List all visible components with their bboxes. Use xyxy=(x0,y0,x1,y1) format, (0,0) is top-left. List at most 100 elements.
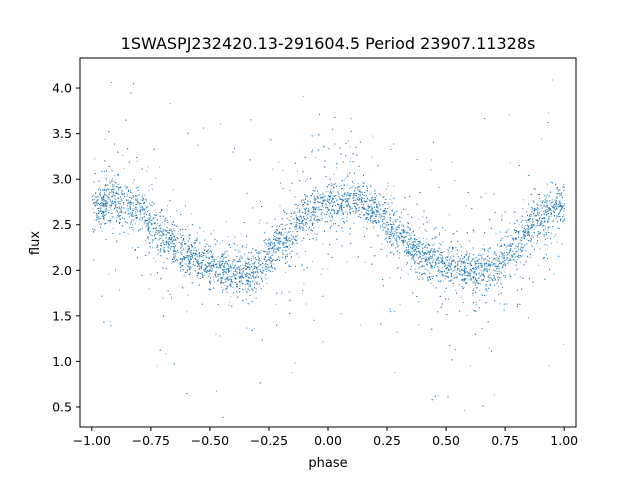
data-point xyxy=(117,184,119,185)
data-point xyxy=(274,238,276,240)
data-point xyxy=(509,234,511,236)
data-point xyxy=(482,254,484,256)
data-point xyxy=(422,216,424,218)
data-point xyxy=(479,253,481,255)
data-point xyxy=(223,266,225,268)
data-point xyxy=(475,301,477,303)
data-point xyxy=(301,219,303,221)
data-point xyxy=(498,266,500,268)
data-point xyxy=(227,250,228,252)
data-point xyxy=(117,206,119,208)
data-point xyxy=(152,231,154,233)
data-point xyxy=(430,282,432,284)
data-point xyxy=(497,257,499,259)
data-point xyxy=(518,223,520,225)
data-point xyxy=(537,212,539,214)
data-point xyxy=(314,208,316,210)
data-point xyxy=(95,197,97,199)
data-point xyxy=(308,212,310,214)
data-point xyxy=(327,268,329,270)
data-point xyxy=(509,245,511,247)
data-point xyxy=(497,265,499,267)
data-point xyxy=(346,216,348,218)
data-point xyxy=(313,214,315,216)
data-point xyxy=(563,343,565,345)
data-point xyxy=(306,223,308,225)
data-point xyxy=(426,254,428,255)
data-point xyxy=(282,243,284,245)
data-point xyxy=(304,197,306,199)
data-point xyxy=(321,220,323,222)
data-point xyxy=(254,270,256,272)
data-point xyxy=(351,118,352,120)
data-point xyxy=(499,245,501,247)
data-point xyxy=(92,208,94,210)
data-point xyxy=(483,266,485,268)
data-point xyxy=(482,271,484,272)
data-point xyxy=(332,184,334,186)
data-point xyxy=(438,248,440,250)
data-point xyxy=(485,265,487,267)
data-point xyxy=(298,220,300,221)
data-point xyxy=(268,256,270,258)
data-point xyxy=(430,275,432,277)
data-point xyxy=(275,303,277,305)
data-point xyxy=(148,226,149,228)
data-point xyxy=(462,262,464,264)
data-point xyxy=(361,204,363,205)
data-point xyxy=(371,216,373,218)
data-point xyxy=(466,314,468,316)
data-point xyxy=(182,286,183,288)
data-point xyxy=(322,243,324,245)
data-point xyxy=(485,280,487,282)
data-point xyxy=(458,284,460,286)
data-point xyxy=(130,223,131,225)
data-point xyxy=(486,269,488,270)
data-point xyxy=(442,241,444,243)
data-point xyxy=(228,280,230,282)
data-point xyxy=(297,216,299,218)
data-point xyxy=(220,260,222,262)
data-point xyxy=(106,189,108,191)
data-point xyxy=(378,201,380,203)
data-point xyxy=(372,220,374,222)
data-point xyxy=(274,267,275,269)
data-point xyxy=(165,236,167,238)
data-point xyxy=(394,372,396,373)
data-point xyxy=(394,237,395,239)
data-point xyxy=(388,231,390,232)
data-point xyxy=(243,273,245,275)
data-point xyxy=(409,253,411,255)
data-point xyxy=(454,266,456,267)
data-point xyxy=(247,257,249,259)
data-point xyxy=(312,214,314,216)
data-point xyxy=(345,193,347,195)
data-point xyxy=(287,238,289,240)
data-point xyxy=(120,209,122,211)
data-point xyxy=(305,180,307,182)
data-point xyxy=(371,156,373,158)
data-point xyxy=(480,269,482,271)
data-point xyxy=(112,184,113,185)
data-point xyxy=(455,265,457,267)
data-point xyxy=(465,265,467,267)
data-point xyxy=(459,273,461,275)
data-point xyxy=(170,242,171,244)
data-point xyxy=(548,112,550,114)
data-point xyxy=(482,265,484,267)
data-point xyxy=(506,255,508,256)
data-point xyxy=(134,208,136,210)
data-point xyxy=(259,219,261,221)
data-point xyxy=(432,285,434,287)
data-point xyxy=(150,219,152,221)
data-point xyxy=(93,194,95,196)
data-point xyxy=(147,227,149,229)
data-point xyxy=(427,278,429,280)
data-point xyxy=(362,191,363,193)
data-point xyxy=(119,211,121,213)
data-point xyxy=(553,273,555,275)
data-point xyxy=(354,193,355,195)
data-point xyxy=(213,230,215,231)
data-point xyxy=(179,241,180,243)
data-point xyxy=(121,198,122,200)
